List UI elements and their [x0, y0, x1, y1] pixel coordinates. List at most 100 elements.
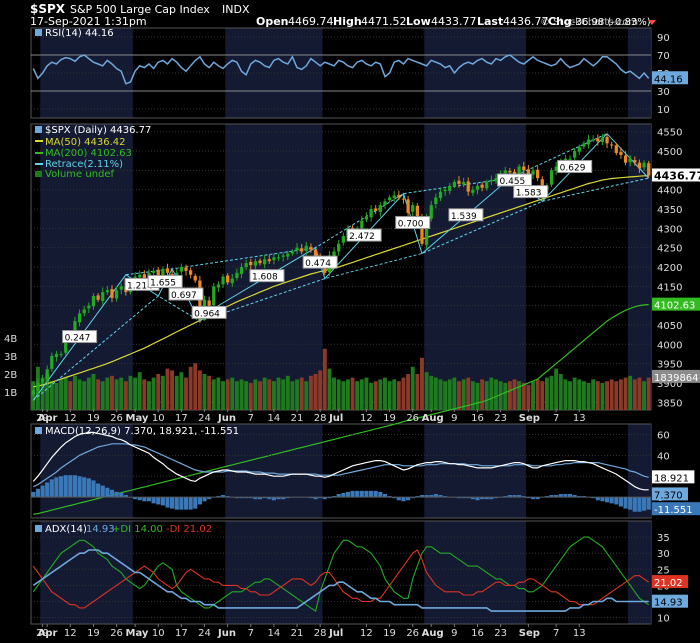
macd-legend: MACD(12,26,9) 7.370, 18.921, -11.551: [35, 426, 239, 437]
volume-bar: [100, 381, 105, 410]
volume-bar: [410, 366, 415, 410]
adx-tick-label: 35: [657, 533, 670, 544]
macd-histogram-bar: [234, 497, 239, 499]
high-value: 4471.52: [361, 15, 407, 28]
candle-body: [31, 390, 35, 395]
last-label: Last: [477, 15, 503, 28]
macd-legend-swatch: [35, 427, 42, 434]
change-value: -36.98 (-0.83%): [572, 17, 651, 28]
volume-bar: [618, 379, 623, 410]
candle-body: [600, 137, 605, 142]
bottom-x-axis-label: 23: [494, 628, 507, 639]
volume-bar: [49, 381, 54, 410]
candle-body: [281, 255, 285, 257]
candle-body: [531, 170, 535, 175]
retrace-upper-dashed: [125, 133, 608, 276]
candle-body: [73, 321, 77, 338]
exchange-label: INDX: [222, 3, 250, 16]
macd-histogram-bar: [341, 492, 346, 498]
candle-body: [235, 272, 239, 279]
macd-histogram-bar: [595, 497, 600, 501]
macd-histogram-bar: [119, 492, 124, 498]
macd-histogram-bar: [336, 493, 341, 498]
volume-bar: [359, 379, 364, 410]
volume-bar: [447, 379, 452, 410]
price-tick-label: 4250: [657, 244, 682, 255]
volume-bar: [322, 348, 327, 410]
retrace-label-box: [147, 274, 183, 288]
macd-histogram-bar: [100, 485, 105, 498]
retrace-label: 0.455: [500, 177, 526, 187]
ma200-legend-text: MA(200) 4102.63: [45, 148, 132, 159]
price-tick-label: 4050: [657, 321, 682, 332]
retrace-label: 1.214: [127, 281, 153, 291]
macd-histogram-bar: [86, 478, 91, 498]
candle-body: [387, 197, 392, 201]
macd-histogram-bar: [313, 497, 318, 500]
retrace-label: 0.964: [194, 309, 220, 319]
candle-body: [466, 181, 470, 192]
volume-bar: [304, 381, 309, 410]
price-tick-label: 4350: [657, 205, 682, 216]
candle-body: [179, 267, 183, 272]
retrace-label-box: [191, 305, 227, 319]
low-value: 4433.77: [431, 15, 477, 28]
volume-bar: [433, 377, 438, 410]
volume-bar: [244, 381, 249, 410]
volume-bar: [392, 379, 397, 410]
macd-histogram-bar: [410, 497, 415, 499]
volume-bar: [225, 379, 230, 410]
volume-bar: [600, 383, 605, 410]
top-x-axis-label: Apr: [38, 413, 58, 424]
candle-body: [313, 249, 318, 258]
volume-bar: [605, 381, 609, 410]
volume-bar: [341, 381, 346, 410]
top-x-axis-label: 24: [198, 413, 211, 424]
macd-histogram-bar: [31, 491, 36, 498]
candle-body: [401, 198, 406, 200]
volume-bar: [114, 379, 119, 410]
adx-legend: ADX(14) 14.93 +DI 14.00 -DI 21.02: [35, 524, 212, 535]
candle-body: [480, 184, 484, 188]
macd-histogram-bar: [318, 497, 323, 499]
volume-bar: [253, 379, 258, 410]
macd-hist-badge: -11.551: [654, 505, 693, 516]
macd-histogram-bar: [345, 491, 351, 498]
candle-body: [540, 179, 544, 190]
retrace-label-box: [302, 255, 338, 269]
volume-bar: [549, 375, 554, 410]
volume-bar: [632, 379, 637, 410]
macd-histogram-bar: [225, 496, 230, 498]
candle-body: [549, 170, 554, 185]
candle-body: [286, 253, 290, 257]
candle-body: [628, 158, 632, 163]
macd-histogram-bar: [623, 497, 628, 509]
macd-histogram-bar: [188, 497, 193, 510]
volume-bar: [526, 384, 531, 410]
macd-histogram-bar: [45, 482, 50, 498]
volume-bar: [276, 377, 281, 410]
volume-bar: [614, 381, 619, 410]
macd-histogram-bar: [355, 490, 360, 498]
volume-bar: [271, 381, 276, 410]
volume-bar: [637, 377, 642, 410]
candle-body: [295, 247, 299, 251]
candle-body: [415, 205, 419, 217]
volume-bar: [443, 381, 448, 410]
top-x-axis-label: 21: [291, 413, 304, 424]
rsi-legend: RSI(14) 44.16: [35, 28, 114, 39]
macd-histogram-bar: [572, 495, 577, 498]
bottom-x-axis-label: May: [126, 628, 149, 639]
volume-bar: [68, 381, 73, 410]
top-x-axis-label: 9: [451, 413, 457, 424]
volume-bar: [299, 377, 304, 410]
macd-tick-label: 40: [657, 451, 670, 462]
volume-bar: [387, 381, 392, 410]
macd-histogram-bar: [248, 497, 253, 499]
down-arrow-icon: [648, 20, 656, 25]
top-x-axis-label: 7: [553, 413, 559, 424]
rsi-tick-label: 90: [657, 33, 670, 44]
macd-histogram-bar: [207, 497, 212, 500]
macd-histogram-bar: [281, 497, 286, 500]
macd-histogram-bar: [507, 495, 512, 498]
